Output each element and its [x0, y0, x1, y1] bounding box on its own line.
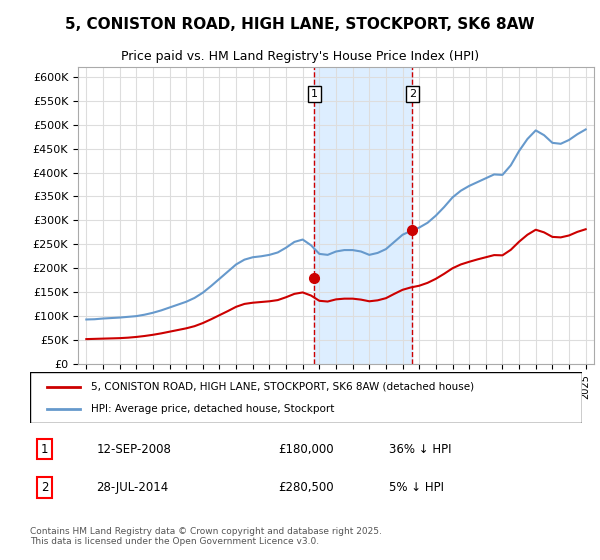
Text: Contains HM Land Registry data © Crown copyright and database right 2025.
This d: Contains HM Land Registry data © Crown c… — [30, 526, 382, 546]
FancyBboxPatch shape — [30, 372, 582, 423]
Text: 5, CONISTON ROAD, HIGH LANE, STOCKPORT, SK6 8AW (detached house): 5, CONISTON ROAD, HIGH LANE, STOCKPORT, … — [91, 381, 474, 391]
Text: 1: 1 — [311, 89, 318, 99]
Text: 28-JUL-2014: 28-JUL-2014 — [96, 481, 169, 494]
Text: £280,500: £280,500 — [278, 481, 334, 494]
Text: 2: 2 — [409, 89, 416, 99]
Text: 1: 1 — [41, 443, 49, 456]
Text: Price paid vs. HM Land Registry's House Price Index (HPI): Price paid vs. HM Land Registry's House … — [121, 50, 479, 63]
Text: £180,000: £180,000 — [278, 443, 334, 456]
Text: 5% ↓ HPI: 5% ↓ HPI — [389, 481, 444, 494]
Bar — [314, 67, 412, 364]
Text: HPI: Average price, detached house, Stockport: HPI: Average price, detached house, Stoc… — [91, 404, 334, 414]
Text: 12-SEP-2008: 12-SEP-2008 — [96, 443, 171, 456]
Text: 5, CONISTON ROAD, HIGH LANE, STOCKPORT, SK6 8AW: 5, CONISTON ROAD, HIGH LANE, STOCKPORT, … — [65, 17, 535, 32]
Text: 36% ↓ HPI: 36% ↓ HPI — [389, 443, 451, 456]
Text: 2: 2 — [41, 481, 49, 494]
